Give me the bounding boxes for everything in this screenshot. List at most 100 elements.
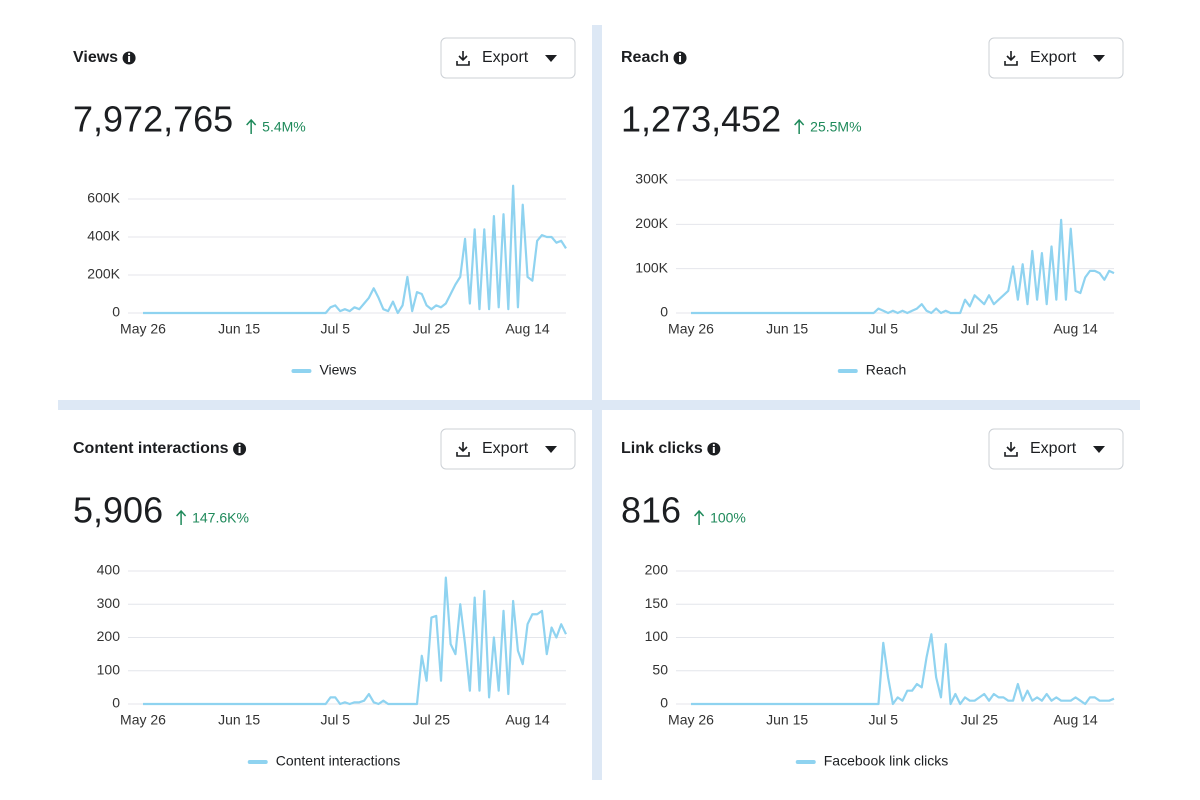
x-tick-label: Jul 25 [961,712,999,728]
caret[interactable] [545,446,557,453]
y-tick-label: 100 [97,661,121,677]
legend: Content interactions [247,753,401,769]
button-label[interactable]: Export [1030,49,1077,66]
change-value: 5.4M% [262,119,306,135]
button-label[interactable]: Export [482,440,529,457]
x-tick-label: Jul 25 [961,321,999,337]
download-icon[interactable] [456,51,470,66]
panel: Content interactions Export 5,906 147.6K% 0 1… [73,428,576,769]
button-frame[interactable] [988,428,1124,470]
x-tick-label: Jun 15 [766,321,808,337]
info-icon-bar [128,56,131,62]
change-value: 25.5M% [810,119,861,135]
y-tick-label: 0 [112,695,120,711]
up-arrow [694,509,705,525]
x-tick-label: Aug 14 [505,712,550,728]
up-arrow [794,118,805,134]
button-frame[interactable] [440,37,576,79]
download-icon[interactable] [456,442,470,457]
info-icon-dot [127,52,131,56]
legend-label: Views [319,362,356,378]
data-line [143,184,567,315]
x-tick-label: Jun 15 [218,321,260,337]
y-tick-label: 300K [635,171,668,187]
y-tick-label: 0 [660,304,668,320]
y-tick-label: 200 [645,562,669,578]
legend: Reach [837,362,906,378]
panel-title: Content interactions [73,440,229,457]
export-button[interactable]: Export [440,37,576,79]
x-tick-label: May 26 [668,321,714,337]
y-tick-label: 50 [652,661,668,677]
export-button[interactable]: Export [988,428,1124,470]
export-button[interactable]: Export [988,37,1124,79]
info-icon-dot [678,52,682,56]
legend: Facebook link clicks [795,753,949,769]
legend-label: Facebook link clicks [824,753,949,769]
y-tick-label: 400K [87,228,120,244]
change-value: 147.6K% [192,510,249,526]
panel-title: Views [73,49,118,66]
total-value: 1,273,452 [621,99,781,140]
legend-label: Reach [866,362,906,378]
up-arrow [176,509,187,525]
legend: Views [291,362,357,378]
y-tick-label: 200K [87,266,120,282]
x-tick-label: May 26 [120,712,166,728]
y-tick-label: 150 [645,595,669,611]
data-line [691,218,1115,315]
export-button[interactable]: Export [440,428,576,470]
button-label[interactable]: Export [1030,440,1077,457]
caret[interactable] [545,55,557,62]
button-label[interactable]: Export [482,49,529,66]
change-value: 100% [710,510,746,526]
x-tick-label: Jun 15 [218,712,260,728]
x-tick-label: Jul 25 [413,712,451,728]
up-arrow [246,118,257,134]
total-value: 7,972,765 [73,99,233,140]
y-tick-label: 100 [645,628,669,644]
divider [58,400,1140,410]
y-tick-label: 200 [97,628,121,644]
legend-label: Content interactions [276,753,401,769]
y-tick-label: 0 [112,304,120,320]
x-tick-label: May 26 [668,712,714,728]
y-tick-label: 100K [635,259,668,275]
data-line [143,576,567,706]
x-tick-label: Jul 5 [868,712,898,728]
data-line [691,633,1115,706]
y-tick-label: 400 [97,562,121,578]
x-tick-label: Jul 5 [868,321,898,337]
x-tick-label: Aug 14 [1053,321,1098,337]
info-icon-bar [679,56,682,62]
caret[interactable] [1093,55,1105,62]
button-frame[interactable] [988,37,1124,79]
info-icon-bar [238,447,241,453]
info-icon-dot [238,443,241,447]
panel-title: Reach [621,49,669,66]
panel: Link clicks Export 816 100% 0 50 100 150 200 May … [621,428,1124,769]
info-icon-dot [712,443,715,447]
info-icon-bar [712,447,715,453]
x-tick-label: Aug 14 [1053,712,1098,728]
panel-title: Link clicks [621,440,703,457]
panel: Views Export 7,972,765 5.4M% 0 200K 400K 600K Ma… [73,37,576,378]
x-tick-label: May 26 [120,321,166,337]
x-tick-label: Jul 5 [320,712,350,728]
panel: Reach Export 1,273,452 25.5M% 0 100K 200K 300K M… [621,37,1124,378]
total-value: 816 [621,490,681,531]
x-tick-label: Jun 15 [766,712,808,728]
y-tick-label: 300 [97,595,121,611]
x-tick-label: Jul 5 [320,321,350,337]
x-tick-label: Jul 25 [413,321,451,337]
caret[interactable] [1093,446,1105,453]
y-tick-label: 0 [660,695,668,711]
y-tick-label: 600K [87,190,120,206]
x-tick-label: Aug 14 [505,321,550,337]
download-icon[interactable] [1004,51,1018,66]
total-value: 5,906 [73,490,163,531]
download-icon[interactable] [1004,442,1018,457]
button-frame[interactable] [440,428,576,470]
y-tick-label: 200K [635,215,668,231]
